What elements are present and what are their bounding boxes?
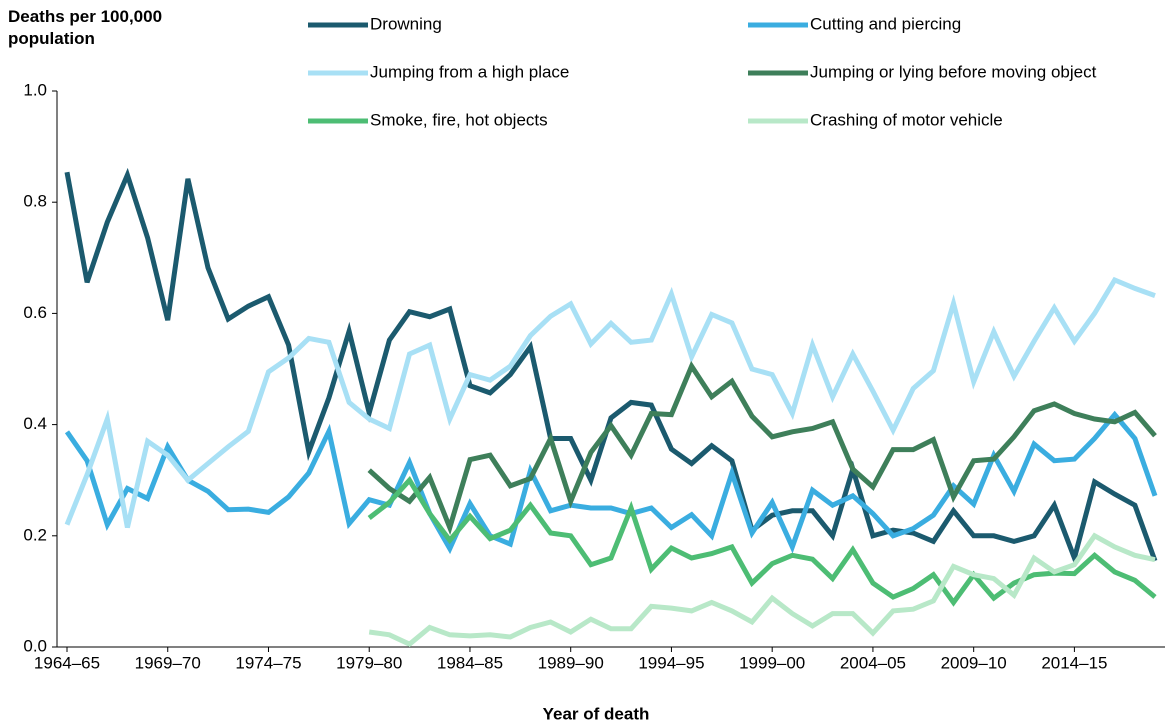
y-tick-label: 0.8 bbox=[23, 192, 47, 211]
legend-label: Smoke, fire, hot objects bbox=[370, 110, 548, 129]
y-tick-label: 0.6 bbox=[23, 303, 47, 322]
series-line bbox=[367, 360, 1157, 536]
x-tick-label: 1964–65 bbox=[34, 653, 100, 672]
legend-label: Jumping from a high place bbox=[370, 62, 569, 81]
legend-label: Crashing of motor vehicle bbox=[810, 110, 1003, 129]
x-tick-label: 2014–15 bbox=[1041, 653, 1107, 672]
legend-label: Cutting and piercing bbox=[810, 14, 961, 33]
x-tick-label: 2004–05 bbox=[840, 653, 906, 672]
x-tick-label: 1969–70 bbox=[135, 653, 201, 672]
x-tick-label: 1979–80 bbox=[336, 653, 402, 672]
x-tick-label: 2009–10 bbox=[941, 653, 1007, 672]
series-line bbox=[64, 276, 1156, 529]
x-axis-title: Year of death bbox=[543, 704, 650, 723]
legend-label: Drowning bbox=[370, 14, 442, 33]
y-tick-label: 1.0 bbox=[23, 80, 47, 99]
y-tick-label: 0.4 bbox=[23, 414, 47, 433]
x-tick-label: 1974–75 bbox=[235, 653, 301, 672]
y-tick-label: 0.2 bbox=[23, 525, 47, 544]
x-tick-label: 1999–00 bbox=[739, 653, 805, 672]
series-line bbox=[64, 167, 1158, 567]
y-axis-title: Deaths per 100,000 population bbox=[8, 7, 163, 48]
x-tick-label: 1989–90 bbox=[538, 653, 604, 672]
series-line bbox=[64, 410, 1158, 555]
x-tick-label: 1994–95 bbox=[638, 653, 704, 672]
y-tick-label: 0.0 bbox=[23, 636, 47, 655]
series-line bbox=[367, 476, 1157, 607]
series-line bbox=[368, 532, 1156, 648]
legend-label: Jumping or lying before moving object bbox=[810, 62, 1097, 81]
x-tick-label: 1984–85 bbox=[437, 653, 503, 672]
